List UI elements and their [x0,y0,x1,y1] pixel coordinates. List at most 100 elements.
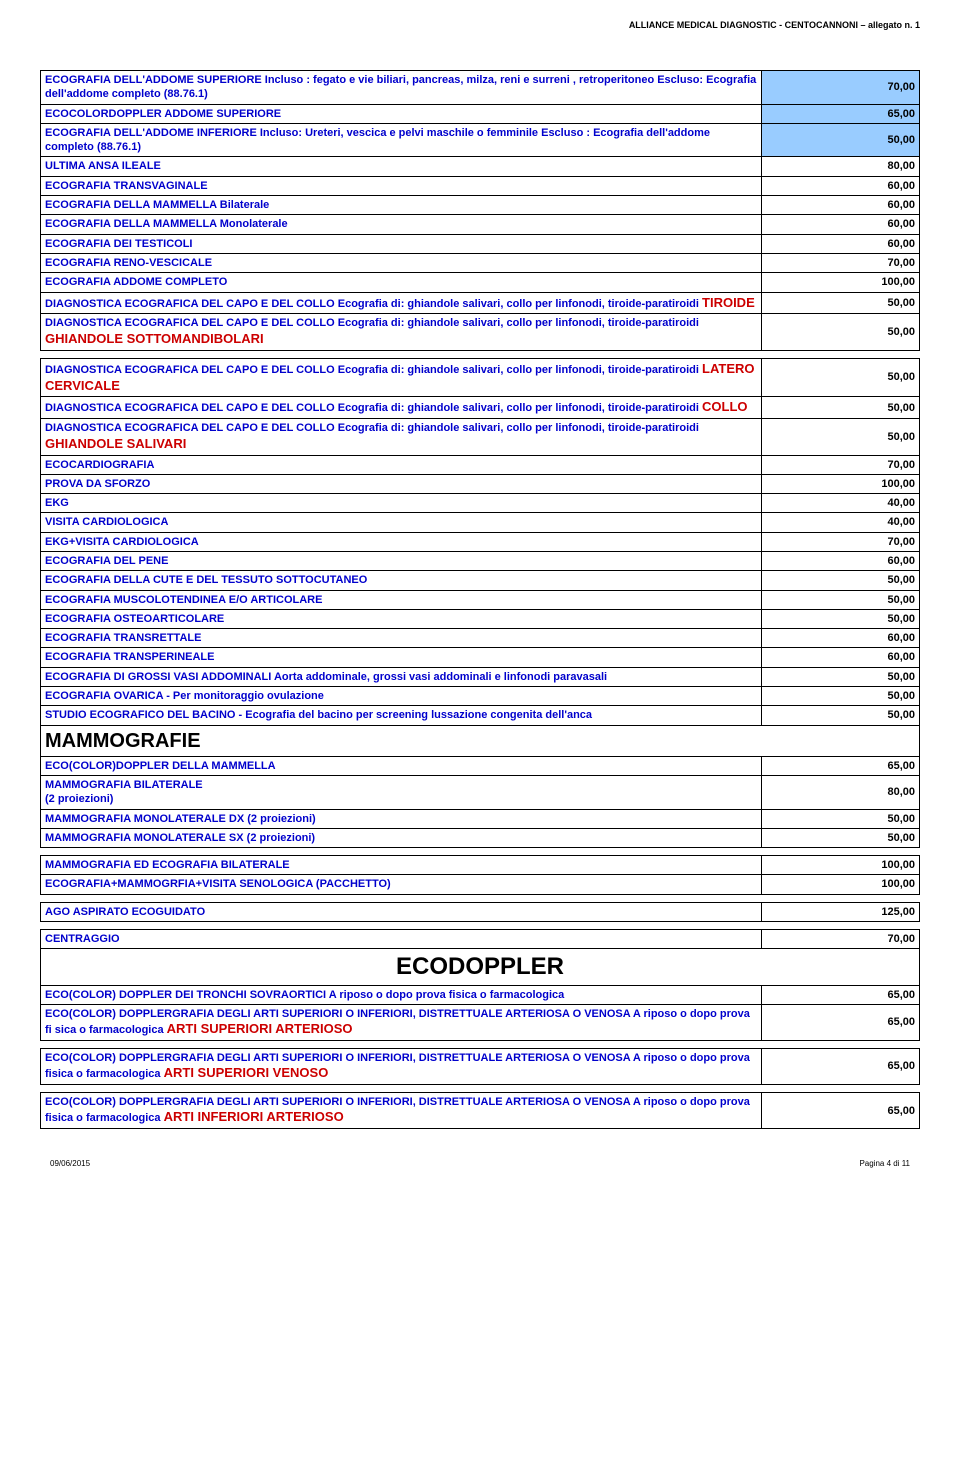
price-cell: 50,00 [761,419,919,455]
description-cell: DIAGNOSTICA ECOGRAFICA DEL CAPO E DEL CO… [41,397,762,419]
description-cell: MAMMOGRAFIA MONOLATERALE SX (2 proiezion… [41,828,762,847]
table-row: ECOCOLORDOPPLER ADDOME SUPERIORE65,00 [41,104,920,123]
table-row: ECOGRAFIA OVARICA - Per monitoraggio ovu… [41,687,920,706]
description-cell: DIAGNOSTICA ECOGRAFICA DEL CAPO E DEL CO… [41,314,762,350]
price-cell: 50,00 [761,571,919,590]
price-cell: 60,00 [761,551,919,570]
price-cell: 40,00 [761,494,919,513]
section-heading-cell: ECODOPPLER [41,949,920,985]
description-cell: ECOGRAFIA RENO-VESCICALE [41,253,762,272]
table-row: ECOGRAFIA ADDOME COMPLETO100,00 [41,273,920,292]
table-row [41,1085,920,1093]
price-cell: 40,00 [761,513,919,532]
description-cell: DIAGNOSTICA ECOGRAFICA DEL CAPO E DEL CO… [41,358,762,397]
description-cell: ECOGRAFIA TRANSVAGINALE [41,176,762,195]
section-heading-cell: MAMMOGRAFIE [41,725,920,756]
price-cell: 50,00 [761,667,919,686]
price-cell: 50,00 [761,292,919,314]
table-row [41,1041,920,1049]
table-row: MAMMOGRAFIA BILATERALE(2 proiezioni)80,0… [41,775,920,809]
price-cell: 70,00 [761,930,919,949]
table-row: ECOGRAFIA DELLA CUTE E DEL TESSUTO SOTTO… [41,571,920,590]
description-cell: ECOGRAFIA TRANSRETTALE [41,629,762,648]
table-row: ULTIMA ANSA ILEALE80,00 [41,157,920,176]
footer-date: 09/06/2015 [50,1159,90,1168]
table-row: ECOGRAFIA TRANSPERINEALE60,00 [41,648,920,667]
description-cell: ECOGRAFIA OSTEOARTICOLARE [41,609,762,628]
price-cell: 50,00 [761,687,919,706]
table-row: AGO ASPIRATO ECOGUIDATO125,00 [41,902,920,921]
table-row: ECO(COLOR) DOPPLERGRAFIA DEGLI ARTI SUPE… [41,1093,920,1129]
price-cell: 50,00 [761,358,919,397]
description-cell: MAMMOGRAFIA BILATERALE(2 proiezioni) [41,775,762,809]
table-row: EKG40,00 [41,494,920,513]
price-cell: 80,00 [761,775,919,809]
price-cell: 50,00 [761,706,919,725]
price-cell: 100,00 [761,474,919,493]
price-cell: 60,00 [761,176,919,195]
page-header: ALLIANCE MEDICAL DIAGNOSTIC - CENTOCANNO… [40,20,920,30]
page-footer: 09/06/2015 Pagina 4 di 11 [40,1159,920,1168]
table-row: ECOGRAFIA DELLA MAMMELLA Monolaterale60,… [41,215,920,234]
table-row: ECO(COLOR)DOPPLER DELLA MAMMELLA65,00 [41,756,920,775]
table-row: EKG+VISITA CARDIOLOGICA70,00 [41,532,920,551]
table-row: ECOGRAFIA DELL'ADDOME SUPERIORE Incluso … [41,71,920,105]
price-cell: 65,00 [761,1093,919,1129]
table-row: DIAGNOSTICA ECOGRAFICA DEL CAPO E DEL CO… [41,397,920,419]
table-row: ECOGRAFIA DELLA MAMMELLA Bilaterale60,00 [41,196,920,215]
description-cell: MAMMOGRAFIA ED ECOGRAFIA BILATERALE [41,856,762,875]
description-cell: ECOGRAFIA DELL'ADDOME SUPERIORE Incluso … [41,71,762,105]
price-cell: 65,00 [761,756,919,775]
price-table: ECOGRAFIA DELL'ADDOME SUPERIORE Incluso … [40,70,920,1129]
section-heading: MAMMOGRAFIE [45,730,201,752]
table-row: ECOGRAFIA MUSCOLOTENDINEA E/O ARTICOLARE… [41,590,920,609]
price-cell: 60,00 [761,648,919,667]
description-cell: STUDIO ECOGRAFICO DEL BACINO - Ecografia… [41,706,762,725]
table-row: ECOGRAFIA OSTEOARTICOLARE50,00 [41,609,920,628]
table-row: VISITA CARDIOLOGICA40,00 [41,513,920,532]
description-cell: ECOGRAFIA DELLA CUTE E DEL TESSUTO SOTTO… [41,571,762,590]
description-cell: ECOCARDIOGRAFIA [41,455,762,474]
description-cell: ECOGRAFIA DELLA MAMMELLA Monolaterale [41,215,762,234]
table-row [41,922,920,930]
description-cell: ECOGRAFIA OVARICA - Per monitoraggio ovu… [41,687,762,706]
table-row: ECOGRAFIA DELL'ADDOME INFERIORE Incluso:… [41,123,920,157]
price-cell: 70,00 [761,71,919,105]
price-cell: 50,00 [761,123,919,157]
description-cell: ECOGRAFIA DI GROSSI VASI ADDOMINALI Aort… [41,667,762,686]
table-row: ECOGRAFIA DEL PENE60,00 [41,551,920,570]
description-cell: VISITA CARDIOLOGICA [41,513,762,532]
description-cell: ECOCOLORDOPPLER ADDOME SUPERIORE [41,104,762,123]
price-cell: 50,00 [761,314,919,350]
price-cell: 65,00 [761,1004,919,1040]
description-cell: ECOGRAFIA MUSCOLOTENDINEA E/O ARTICOLARE [41,590,762,609]
description-cell: AGO ASPIRATO ECOGUIDATO [41,902,762,921]
description-cell: ECO(COLOR) DOPPLERGRAFIA DEGLI ARTI SUPE… [41,1093,762,1129]
table-row: ECOGRAFIA DEI TESTICOLI60,00 [41,234,920,253]
table-row: ECOGRAFIA TRANSVAGINALE60,00 [41,176,920,195]
description-cell: DIAGNOSTICA ECOGRAFICA DEL CAPO E DEL CO… [41,292,762,314]
table-row: MAMMOGRAFIA ED ECOGRAFIA BILATERALE100,0… [41,856,920,875]
description-cell: ECOGRAFIA DEI TESTICOLI [41,234,762,253]
price-cell: 50,00 [761,397,919,419]
table-row [41,894,920,902]
table-row: ECOCARDIOGRAFIA70,00 [41,455,920,474]
price-cell: 60,00 [761,196,919,215]
price-cell: 50,00 [761,828,919,847]
description-cell: DIAGNOSTICA ECOGRAFICA DEL CAPO E DEL CO… [41,419,762,455]
price-cell: 65,00 [761,104,919,123]
table-row [41,848,920,856]
table-row: MAMMOGRAFIE [41,725,920,756]
price-cell: 65,00 [761,985,919,1004]
description-cell: ECOGRAFIA+MAMMOGRFIA+VISITA SENOLOGICA (… [41,875,762,894]
description-cell: EKG+VISITA CARDIOLOGICA [41,532,762,551]
description-cell: ECO(COLOR) DOPPLERGRAFIA DEGLI ARTI SUPE… [41,1004,762,1040]
table-row: DIAGNOSTICA ECOGRAFICA DEL CAPO E DEL CO… [41,358,920,397]
table-row: DIAGNOSTICA ECOGRAFICA DEL CAPO E DEL CO… [41,292,920,314]
description-cell: ECO(COLOR) DOPPLERGRAFIA DEGLI ARTI SUPE… [41,1049,762,1085]
table-row [41,350,920,358]
table-row: ECOGRAFIA RENO-VESCICALE70,00 [41,253,920,272]
price-cell: 70,00 [761,532,919,551]
table-row: ECODOPPLER [41,949,920,985]
description-cell: ECOGRAFIA TRANSPERINEALE [41,648,762,667]
